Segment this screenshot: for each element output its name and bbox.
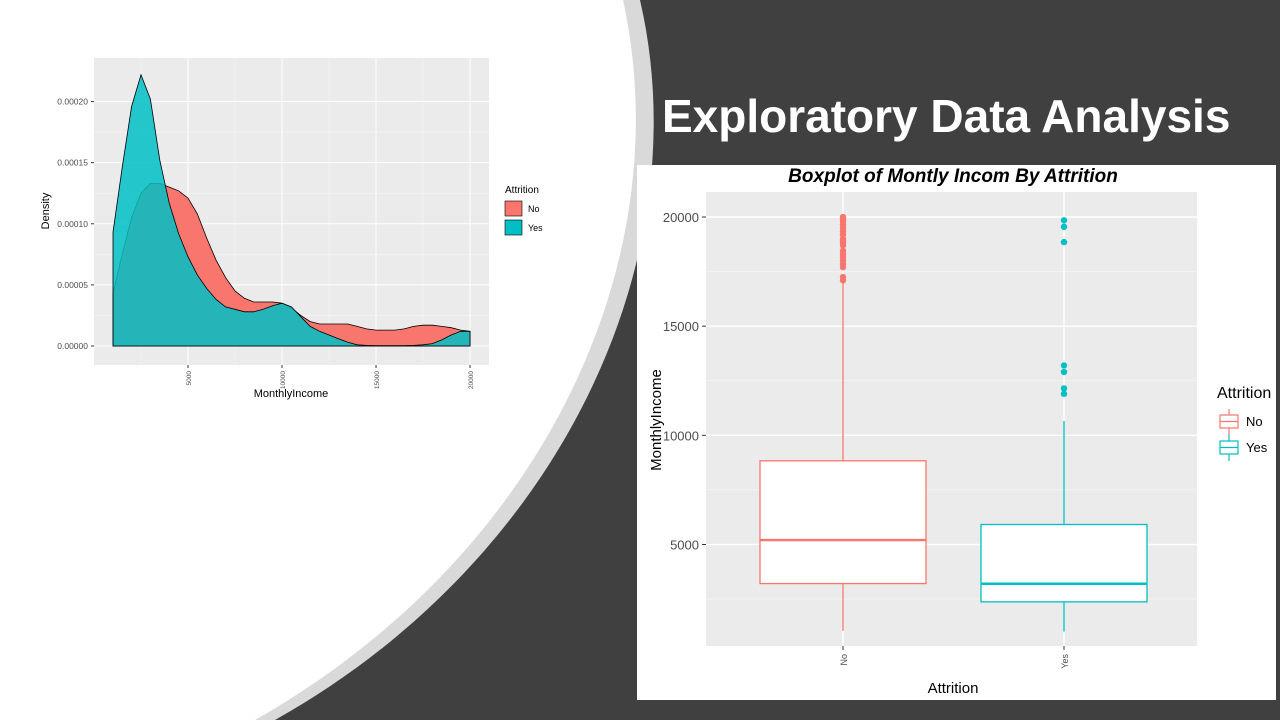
boxplot-outlier-no <box>839 247 847 255</box>
boxplot-outlier-yes <box>1060 385 1068 392</box>
density-series-group <box>112 73 471 347</box>
density-y-tick-label: 0.00005 <box>57 280 88 290</box>
boxplot-outlier-no <box>839 273 847 281</box>
boxplot-box-yes <box>980 523 1148 603</box>
boxplot-outlier-yes <box>1060 238 1068 246</box>
boxplot-y-axis-title: MonthlyIncome <box>648 369 665 471</box>
density-legend-key-yes <box>504 219 523 236</box>
boxplot-panel: Boxplot of Montly Incom By Attrition 500… <box>637 165 1276 700</box>
density-x-tick-label: 10000 <box>280 371 287 389</box>
boxplot-legend-title: Attrition <box>1217 385 1271 402</box>
density-y-axis-title: Density <box>40 192 52 229</box>
boxplot-x-axis: No Yes <box>839 646 1070 669</box>
boxplot-title: Boxplot of Montly Incom By Attrition <box>788 166 1118 187</box>
boxplot-y-tick-label: 15000 <box>663 319 699 334</box>
boxplot-outlier-yes <box>1060 390 1068 398</box>
boxplot-legend: Attrition No Yes <box>1217 385 1271 461</box>
density-y-tick-label: 0.00010 <box>57 219 88 229</box>
density-legend-label-yes: Yes <box>528 223 543 233</box>
boxplot-outlier-yes <box>1060 362 1068 369</box>
boxplot-outlier-no <box>839 213 847 221</box>
density-legend-title: Attrition <box>505 185 539 196</box>
boxplot-legend-label-no: No <box>1246 414 1263 429</box>
boxplot-series-group <box>759 213 1148 632</box>
boxplot-y-tick-label: 10000 <box>663 428 699 443</box>
density-chart: 0.00000 0.00005 0.00010 0.00015 0.00020 5000… <box>40 58 543 400</box>
boxplot-x-tick-label: Yes <box>1060 654 1070 669</box>
boxplot-outlier-yes <box>1060 223 1068 231</box>
boxplot-outlier-yes <box>1060 368 1068 376</box>
density-x-tick-label: 5000 <box>186 371 193 386</box>
density-x-tick-label: 15000 <box>374 371 381 389</box>
density-y-axis: 0.00000 0.00005 0.00010 0.00015 0.00020 <box>57 97 94 351</box>
slide-title: Exploratory Data Analysis <box>662 90 1231 142</box>
boxplot-chart: Boxplot of Montly Incom By Attrition 500… <box>648 166 1271 697</box>
boxplot-y-axis: 5000 10000 15000 20000 <box>663 210 706 553</box>
density-y-tick-label: 0.00000 <box>57 341 88 351</box>
density-x-axis: 5000 10000 15000 20000 <box>186 365 475 389</box>
density-area-yes <box>112 73 471 347</box>
boxplot-legend-label-yes: Yes <box>1246 440 1268 455</box>
density-legend-key-no <box>504 200 523 217</box>
boxplot-x-tick-label: No <box>839 654 849 666</box>
boxplot-x-axis-title: Attrition <box>928 680 979 697</box>
boxplot-y-tick-label: 20000 <box>663 210 699 225</box>
density-y-tick-label: 0.00015 <box>57 158 88 168</box>
boxplot-y-tick-label: 5000 <box>670 538 699 553</box>
density-legend-label-no: No <box>528 204 540 214</box>
density-legend: Attrition No Yes <box>504 185 543 236</box>
density-x-tick-label: 20000 <box>468 371 475 389</box>
density-x-axis-title: MonthlyIncome <box>254 388 329 400</box>
density-y-tick-label: 0.00020 <box>57 97 88 107</box>
boxplot-box-no <box>759 460 927 585</box>
boxplot-outlier-yes <box>1060 217 1068 224</box>
